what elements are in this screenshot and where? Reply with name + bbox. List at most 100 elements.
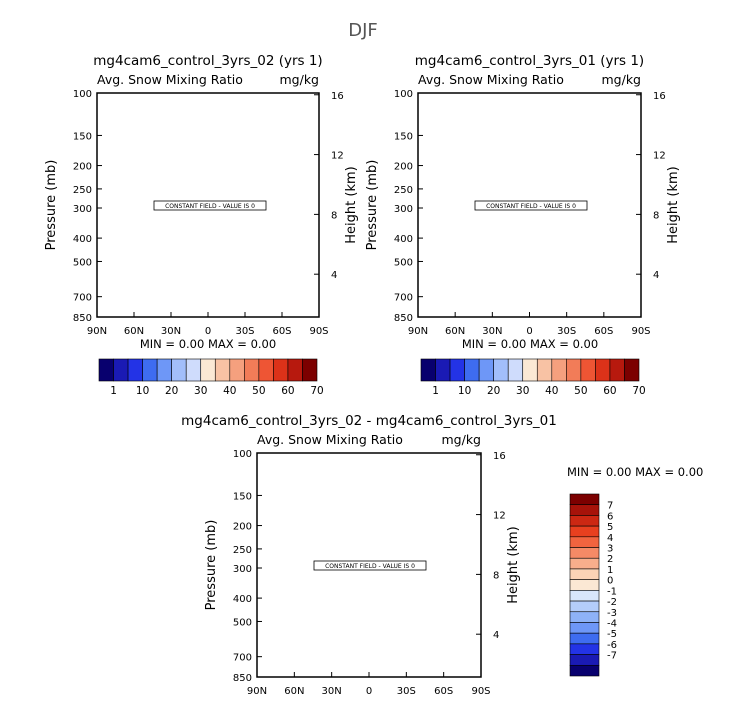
colorbar-label: 70: [310, 385, 323, 397]
annotation-text: CONSTANT FIELD - VALUE IS 0: [325, 563, 415, 570]
colorbar-cell: [507, 358, 524, 382]
colorbar-cell: [185, 358, 202, 382]
colorbar-cell: [229, 358, 245, 382]
colorbar-label: -2: [607, 597, 617, 608]
colorbar-label: 0: [607, 576, 613, 587]
colorbar-label: -4: [607, 618, 617, 629]
colorbar-cell: [569, 590, 600, 602]
x-tick-label: 60N: [284, 686, 304, 697]
x-tick-label: 60S: [272, 326, 291, 337]
colorbar-cell: [435, 358, 451, 382]
x-tick-label: 90S: [471, 686, 490, 697]
x-tick-label: 60N: [124, 326, 144, 337]
chart-title: mg4cam6_control_3yrs_02 (yrs 1): [93, 53, 322, 69]
y-tick-label: 100: [233, 449, 252, 460]
x-tick-label: 30S: [397, 686, 416, 697]
y-tick-label: 400: [394, 234, 413, 245]
colorbar-cell: [478, 358, 494, 382]
right-tick-label: 4: [653, 270, 659, 281]
right-tick-label: 16: [493, 451, 506, 462]
chart-panel-1: mg4cam6_control_3yrs_02 (yrs 1) Avg. Snow…: [44, 53, 359, 397]
colorbar-cell: [214, 358, 231, 382]
chart-subtitle-units: mg/kg: [280, 72, 320, 87]
x-tick-label: 30N: [161, 326, 181, 337]
colorbar-label: 7: [607, 501, 613, 512]
colorbar-cell: [569, 504, 600, 516]
colorbar-cell: [493, 358, 509, 382]
colorbar-label: 2: [607, 554, 613, 565]
x-tick-label: 30N: [482, 326, 502, 337]
x-tick-label: 90N: [87, 326, 107, 337]
colorbar-label: 30: [194, 385, 207, 397]
colorbar-label: 1: [110, 385, 117, 397]
y-axis-label: Pressure (mb): [204, 520, 219, 611]
y-tick-label: 400: [73, 234, 92, 245]
x-tick-label: 90N: [408, 326, 428, 337]
y-tick-label: 250: [233, 545, 252, 556]
x-tick-label: 0: [366, 686, 372, 697]
colorbar-label: -6: [607, 640, 617, 651]
colorbar-label: -5: [607, 629, 617, 640]
colorbar-cell: [287, 358, 303, 382]
stats-text: MIN = 0.00 MAX = 0.00: [140, 337, 276, 351]
y-axis-label: Pressure (mb): [44, 160, 59, 251]
right-tick-label: 16: [653, 91, 666, 102]
x-tick-label: 0: [526, 326, 532, 337]
colorbar-cell: [171, 358, 187, 382]
colorbar-label: 20: [165, 385, 178, 397]
chart-panel-3: mg4cam6_control_3yrs_02 - mg4cam6_contro…: [181, 413, 703, 697]
colorbar-cell: [98, 358, 114, 382]
y-tick-label: 250: [73, 185, 92, 196]
annotation-box: [474, 200, 588, 211]
colorbar-cell: [569, 579, 600, 591]
y-tick-label: 250: [394, 185, 413, 196]
y-tick-label: 100: [394, 89, 413, 100]
colorbar-label: 20: [487, 385, 500, 397]
colorbar-label: 1: [432, 385, 439, 397]
colorbar-cell: [595, 358, 611, 382]
colorbar-cell: [258, 358, 274, 382]
chart-subtitle-units: mg/kg: [602, 72, 642, 87]
chart-subtitle-variable: Avg. Snow Mixing Ratio: [257, 432, 403, 447]
colorbar: 1 10 20 30 40 50 60 70: [420, 358, 646, 397]
y-tick-label: 700: [394, 293, 413, 304]
x-tick-label: 90S: [631, 326, 650, 337]
colorbar-cell: [244, 358, 260, 382]
colorbar-cell: [464, 358, 480, 382]
y-tick-label: 700: [233, 653, 252, 664]
right-axis-label: Height (km): [666, 166, 681, 243]
colorbar-cell: [536, 358, 553, 382]
right-tick-label: 4: [493, 630, 499, 641]
y-tick-label: 700: [73, 293, 92, 304]
colorbar-cell: [569, 643, 600, 655]
x-tick-label: 30S: [557, 326, 576, 337]
y-tick-label: 200: [73, 162, 92, 173]
colorbar-label: 40: [545, 385, 558, 397]
x-tick-label: 30N: [322, 686, 342, 697]
colorbar-cell: [580, 358, 596, 382]
colorbar-label: 4: [607, 533, 613, 544]
x-tick-label: 90S: [309, 326, 328, 337]
colorbar-cell: [302, 358, 318, 382]
y-tick-label: 150: [73, 131, 92, 142]
y-tick-label: 300: [73, 204, 92, 215]
colorbar-cell: [624, 358, 640, 382]
chart-subtitle-variable: Avg. Snow Mixing Ratio: [97, 72, 243, 87]
stats-text: MIN = 0.00 MAX = 0.00: [462, 337, 598, 351]
colorbar-cell: [127, 358, 143, 382]
chart-subtitle-variable: Avg. Snow Mixing Ratio: [418, 72, 564, 87]
colorbar-cell: [569, 611, 600, 623]
right-tick-label: 12: [331, 151, 344, 162]
colorbar-label: -7: [607, 651, 617, 662]
right-tick-label: 8: [493, 570, 499, 581]
colorbar-cell: [449, 358, 465, 382]
page-title: DJF: [348, 20, 378, 41]
colorbar-cell: [569, 568, 600, 580]
x-tick-label: 0: [205, 326, 211, 337]
colorbar-cell: [156, 358, 172, 382]
colorbar-label: 3: [607, 544, 613, 555]
colorbar-label: 10: [458, 385, 471, 397]
colorbar-label: 5: [607, 522, 613, 533]
